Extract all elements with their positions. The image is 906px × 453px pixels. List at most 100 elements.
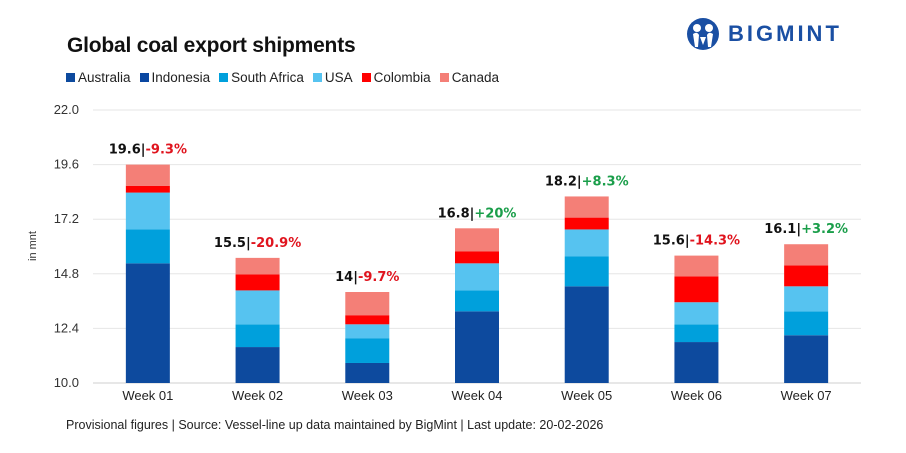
legend-label: Canada [451, 70, 499, 85]
data-label: 19.6|-9.3% [109, 143, 187, 158]
legend-label: Indonesia [151, 70, 211, 85]
bar-segment-colombia [235, 274, 280, 291]
x-tick-label: Week 02 [232, 388, 283, 403]
bar-segment-colombia [564, 217, 609, 230]
y-tick-label: 12.4 [54, 320, 79, 335]
legend-label: Colombia [373, 70, 431, 85]
bar-segment-south-africa [345, 338, 390, 363]
brand-logo: BIGMINT [686, 17, 842, 51]
x-tick-label: Week 01 [122, 388, 173, 403]
y-tick-label: 14.8 [54, 266, 79, 281]
legend-item: Australia [66, 70, 131, 85]
bar-segment-australia [784, 335, 829, 383]
data-label: 16.1|+3.2% [764, 222, 848, 237]
bar-segment-canada [674, 255, 719, 277]
data-label-change: -9.7% [358, 270, 399, 285]
legend-swatch [439, 73, 449, 82]
data-label-separator: | [796, 222, 801, 237]
x-tick-label: Week 06 [671, 388, 722, 403]
bar-segment-south-africa [455, 290, 499, 312]
legend-label: USA [324, 70, 353, 85]
bar-segment-south-africa [125, 229, 170, 264]
data-label-total: 19.6 [109, 143, 141, 158]
bar-segment-usa [235, 290, 280, 325]
bar-segment-colombia [784, 265, 829, 287]
data-label: 15.6|-14.3% [653, 234, 740, 249]
x-tick-label: Week 07 [781, 388, 832, 403]
bar-segment-usa [564, 229, 609, 257]
legend-swatch [361, 73, 371, 82]
data-label-total: 14 [335, 270, 353, 285]
x-tick-label: Week 04 [451, 388, 502, 403]
chart-title: Global coal export shipments [67, 34, 356, 57]
bar-segment-australia [125, 263, 170, 383]
bigmint-logo-icon [687, 18, 719, 50]
y-tick-label: 17.2 [54, 211, 79, 226]
bar-segment-canada [345, 292, 390, 316]
data-label: 15.5|-20.9% [214, 236, 301, 251]
bar-segment-colombia [345, 315, 390, 325]
data-label-change: +8.3% [582, 174, 629, 189]
bar-segment-usa [674, 302, 719, 325]
x-tick-label: Week 05 [561, 388, 612, 403]
bar-segment-south-africa [674, 324, 719, 343]
legend-label: South Africa [231, 70, 304, 85]
y-axis-label: in mnt [27, 231, 39, 261]
bar-segment-usa [455, 263, 499, 291]
data-label-total: 16.1 [764, 222, 796, 237]
data-label: 18.2|+8.3% [545, 174, 629, 189]
data-label-separator: | [577, 174, 582, 189]
data-label-total: 15.6 [653, 234, 685, 249]
brand-name: BIGMINT [728, 21, 842, 46]
bar-segment-colombia [674, 276, 719, 303]
data-label-separator: | [685, 234, 690, 249]
bar-segment-colombia [125, 185, 170, 193]
data-label-total: 16.8 [438, 206, 470, 221]
data-label-separator: | [141, 143, 146, 158]
bar-segment-canada [125, 164, 170, 186]
data-label: 14|-9.7% [335, 270, 399, 285]
data-label-change: -14.3% [690, 234, 741, 249]
bar-segment-australia [564, 286, 609, 383]
data-label-change: +20% [474, 206, 516, 221]
legend-label: Australia [78, 70, 131, 85]
legend: Australia Indonesia South Africa USA Colombi… [66, 70, 499, 85]
bar-segment-canada [455, 228, 499, 252]
bar-segment-canada [235, 257, 280, 275]
data-label: 16.8|+20% [438, 206, 517, 221]
bar-segment-usa [125, 192, 170, 230]
bar-segment-australia [674, 342, 719, 383]
bar-segment-south-africa [564, 256, 609, 287]
y-tick-label: 19.6 [54, 157, 79, 172]
x-tick-label: Week 03 [342, 388, 393, 403]
data-label-total: 18.2 [545, 174, 577, 189]
y-tick-label: 10.0 [54, 375, 79, 390]
y-tick-label: 22.0 [54, 102, 79, 117]
data-label-separator: | [353, 270, 358, 285]
bar-segment-south-africa [784, 311, 829, 336]
bar-segment-colombia [455, 251, 499, 264]
data-label-change: -9.3% [146, 143, 187, 158]
legend-item: USA [312, 70, 353, 85]
bar-segment-south-africa [235, 324, 280, 348]
bar-segment-australia [345, 362, 390, 383]
data-label-change: +3.2% [801, 222, 848, 237]
data-label-total: 15.5 [214, 236, 246, 251]
source-note: Provisional figures | Source: Vessel-lin… [66, 418, 604, 432]
legend-item: Colombia [361, 70, 431, 85]
legend-swatch [139, 73, 149, 82]
bar-segment-usa [784, 286, 829, 312]
bar-segment-canada [564, 196, 609, 218]
bar-segment-usa [345, 324, 390, 339]
legend-item: South Africa [219, 70, 304, 85]
legend-swatch [312, 73, 322, 82]
data-label-separator: | [246, 236, 251, 251]
legend-swatch [219, 73, 229, 82]
bar-segment-australia [235, 347, 280, 383]
legend-swatch [66, 73, 75, 82]
legend-item: Indonesia [139, 70, 211, 85]
legend-item: Canada [439, 70, 499, 85]
bar-segment-australia [455, 311, 499, 383]
data-label-separator: | [470, 206, 475, 221]
